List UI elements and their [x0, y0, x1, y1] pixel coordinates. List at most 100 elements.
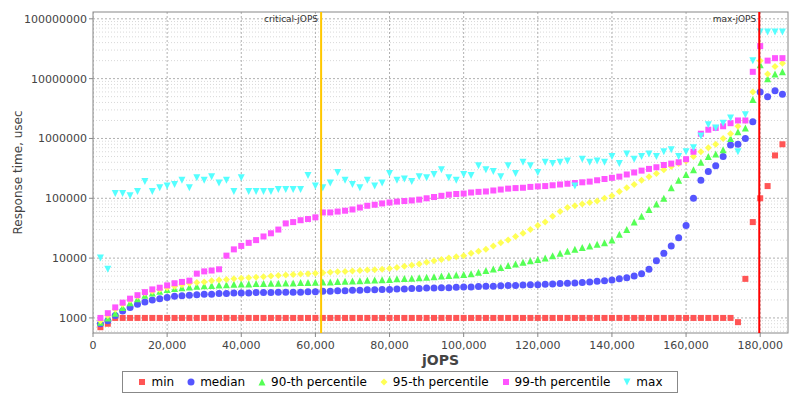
- point: [393, 177, 400, 184]
- point: [267, 280, 274, 287]
- point: [616, 160, 623, 167]
- point: [401, 315, 407, 321]
- point: [519, 282, 526, 289]
- point: [594, 198, 601, 205]
- point: [742, 124, 749, 131]
- point: [468, 270, 475, 277]
- point: [282, 279, 289, 286]
- legend-marker: [259, 379, 266, 386]
- point: [386, 170, 393, 177]
- point: [675, 160, 682, 167]
- point: [245, 290, 252, 297]
- point: [445, 272, 452, 279]
- point: [327, 288, 334, 295]
- minor-grid-line: [93, 109, 788, 110]
- point: [438, 273, 445, 280]
- point: [194, 271, 200, 277]
- point: [468, 250, 475, 257]
- point: [342, 315, 348, 321]
- point: [519, 259, 526, 266]
- point: [216, 180, 223, 187]
- point: [742, 135, 749, 142]
- point: [527, 184, 533, 190]
- point: [193, 291, 200, 298]
- point: [623, 184, 630, 191]
- point: [631, 219, 638, 226]
- point: [157, 285, 163, 291]
- point: [216, 266, 222, 272]
- point: [275, 280, 282, 287]
- legend-label: median: [200, 375, 245, 389]
- point: [527, 226, 534, 233]
- x-tick: [241, 333, 242, 337]
- point: [238, 290, 245, 297]
- point: [423, 285, 430, 292]
- point: [705, 121, 712, 128]
- point: [608, 192, 615, 199]
- legend-marker: [503, 379, 509, 385]
- series-5: [97, 29, 786, 273]
- point: [112, 304, 118, 310]
- point: [646, 266, 653, 273]
- point: [156, 295, 163, 302]
- point: [371, 286, 378, 293]
- point: [356, 277, 363, 284]
- point: [623, 226, 630, 233]
- minor-grid-line: [93, 28, 788, 29]
- point: [534, 222, 541, 229]
- point: [312, 183, 319, 190]
- point: [750, 219, 756, 225]
- x-tick-label: 40,000: [222, 339, 261, 352]
- point: [587, 179, 593, 185]
- point: [698, 315, 704, 321]
- point: [475, 248, 482, 255]
- legend-item: median: [186, 375, 245, 389]
- legend-label: max: [636, 375, 662, 389]
- point: [453, 284, 460, 291]
- x-tick: [167, 333, 168, 337]
- annotation-label: critical-jOPS: [264, 14, 318, 24]
- point: [483, 188, 489, 194]
- point: [386, 276, 393, 283]
- point: [594, 315, 600, 321]
- point: [550, 182, 556, 188]
- point: [631, 273, 638, 280]
- point: [564, 248, 571, 255]
- point: [564, 204, 571, 211]
- point: [194, 315, 200, 321]
- point: [712, 150, 719, 157]
- point: [490, 242, 497, 249]
- y-tick: [89, 258, 93, 259]
- point: [253, 237, 259, 243]
- point: [393, 275, 400, 282]
- point: [290, 315, 296, 321]
- point: [631, 169, 637, 175]
- point: [468, 283, 475, 290]
- point: [164, 294, 171, 301]
- point: [631, 156, 638, 163]
- point: [460, 171, 467, 178]
- minor-grid-line: [93, 102, 788, 103]
- point: [334, 287, 341, 294]
- x-tick-label: 140,000: [589, 339, 635, 352]
- point: [379, 266, 386, 273]
- point: [349, 206, 355, 212]
- legend-icon: [622, 377, 632, 387]
- point: [134, 292, 140, 298]
- point: [297, 271, 304, 278]
- point: [245, 280, 252, 287]
- minor-grid-line: [93, 323, 788, 324]
- point: [772, 63, 779, 70]
- point: [779, 141, 785, 147]
- point: [223, 315, 229, 321]
- point: [461, 191, 467, 197]
- point: [201, 278, 208, 285]
- point: [201, 177, 208, 184]
- point: [268, 230, 274, 236]
- point: [97, 315, 103, 321]
- point: [371, 266, 378, 273]
- point: [749, 118, 756, 125]
- point: [519, 159, 526, 166]
- point: [482, 166, 489, 173]
- point: [416, 274, 423, 281]
